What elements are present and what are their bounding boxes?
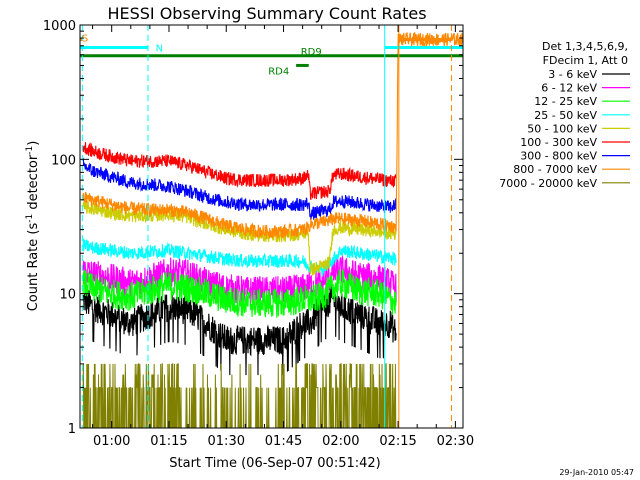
x-tick-label-6: 02:30 xyxy=(437,434,474,449)
x-tick-label-5: 02:15 xyxy=(379,434,416,449)
legend: Det 1,3,4,5,6,9, FDecim 1, Att 0 3 - 6 k… xyxy=(499,40,630,190)
flag-label-s: S xyxy=(82,33,88,44)
legend-label-6-12-kev: 6 - 12 keV xyxy=(541,82,597,95)
x-tick-label-3: 01:45 xyxy=(265,434,302,449)
y-tick-label-1: 10 xyxy=(59,288,76,303)
x-axis: 01:00 01:15 01:30 01:45 02:00 02:15 02:30 xyxy=(92,25,474,449)
y-axis: 1 10 100 1000 xyxy=(43,19,463,437)
x-tick-label-0: 01:00 xyxy=(93,434,130,449)
series-line-3-6-kev xyxy=(82,285,397,376)
flag-label-rd4: RD4 xyxy=(268,66,289,77)
timestamp: 29-Jan-2010 05:47 xyxy=(559,468,634,477)
series-line-6-12-kev xyxy=(82,255,397,306)
legend-header-line-1: Det 1,3,4,5,6,9, xyxy=(542,40,628,53)
series-line-300-800-kev xyxy=(82,157,397,221)
flag-layer xyxy=(80,25,463,428)
legend-label-50-100-kev: 50 - 100 keV xyxy=(527,122,597,135)
series-line-25-50-kev xyxy=(82,238,397,277)
legend-label-12-25-kev: 12 - 25 keV xyxy=(534,95,597,108)
y-axis-label: Count Rate (s-1 detector-1) xyxy=(25,141,41,312)
x-axis-label: Start Time (06-Sep-07 00:51:42) xyxy=(169,456,380,471)
legend-label-300-800-kev: 300 - 800 keV xyxy=(520,150,597,163)
flag-label-rd9: RD9 xyxy=(301,47,322,58)
chart-title: HESSI Observing Summary Count Rates xyxy=(107,4,426,23)
x-tick-label-1: 01:15 xyxy=(150,434,187,449)
legend-label-7000-20000-kev: 7000 - 20000 keV xyxy=(499,177,597,190)
series-line-12-25-kev xyxy=(82,269,397,318)
series-line-800-7000-kev xyxy=(82,31,463,240)
series-layer xyxy=(82,31,463,428)
x-tick-label-2: 01:30 xyxy=(208,434,245,449)
series-line-100-300-kev xyxy=(82,142,397,201)
series-line-7000-20000-kev xyxy=(82,363,397,428)
y-tick-label-2: 100 xyxy=(51,153,76,168)
legend-label-3-6-kev: 3 - 6 keV xyxy=(548,68,597,81)
legend-label-25-50-kev: 25 - 50 keV xyxy=(534,109,597,122)
legend-header-line-2: FDecim 1, Att 0 xyxy=(543,54,628,67)
x-tick-label-4: 02:00 xyxy=(322,434,359,449)
plot-area xyxy=(80,25,463,428)
legend-label-800-7000-kev: 800 - 7000 keV xyxy=(513,163,597,176)
y-tick-label-3: 1000 xyxy=(43,19,76,34)
flag-label-n: N xyxy=(156,43,163,54)
legend-label-100-300-kev: 100 - 300 keV xyxy=(520,136,597,149)
plot-frame xyxy=(79,24,464,429)
y-tick-label-0: 1 xyxy=(68,422,76,437)
